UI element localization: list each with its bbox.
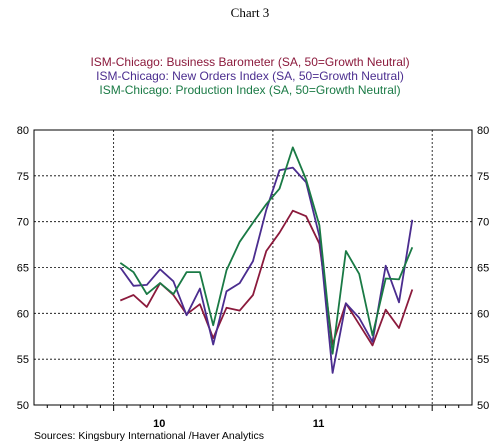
- y-tick-label-left: 80: [17, 125, 29, 137]
- legend-entry: ISM-Chicago: New Orders Index (SA, 50=Gr…: [96, 69, 404, 83]
- y-tick-label-left: 75: [17, 171, 29, 183]
- y-tick-label-left: 55: [17, 354, 29, 366]
- y-tick-label-right: 75: [477, 171, 489, 183]
- chart-number: Chart 3: [231, 5, 270, 20]
- y-tick-label-left: 60: [17, 308, 29, 320]
- x-axis: 10 11: [46, 405, 460, 430]
- y-axis-right: 50 55 60 65 70 75 80: [477, 125, 489, 412]
- y-tick-label-right: 55: [477, 354, 489, 366]
- source-note: Sources: Kingsbury International /Haver …: [34, 430, 264, 442]
- series-line-2: [119, 166, 414, 374]
- series-line-3: [119, 146, 414, 355]
- y-tick-label-right: 65: [477, 263, 489, 275]
- x-tick-label: 11: [313, 418, 325, 430]
- y-tick-label-left: 50: [17, 400, 29, 412]
- y-tick-label-right: 80: [477, 125, 489, 137]
- series-lines: [119, 146, 414, 374]
- y-tick-label-right: 50: [477, 400, 489, 412]
- series-line-1: [119, 209, 414, 347]
- legend: ISM-Chicago: Business Barometer (SA, 50=…: [90, 55, 409, 97]
- y-tick-label-left: 70: [17, 217, 29, 229]
- y-tick-label-left: 65: [17, 263, 29, 275]
- x-tick-label: 10: [153, 418, 165, 430]
- legend-entry: ISM-Chicago: Business Barometer (SA, 50=…: [90, 55, 409, 69]
- plot-frame: [33, 129, 473, 406]
- y-tick-label-right: 60: [477, 308, 489, 320]
- y-tick-label-right: 70: [477, 217, 489, 229]
- legend-entry: ISM-Chicago: Production Index (SA, 50=Gr…: [99, 83, 400, 97]
- gridlines: [34, 130, 472, 405]
- y-axis-left: 50 55 60 65 70 75 80: [17, 125, 29, 412]
